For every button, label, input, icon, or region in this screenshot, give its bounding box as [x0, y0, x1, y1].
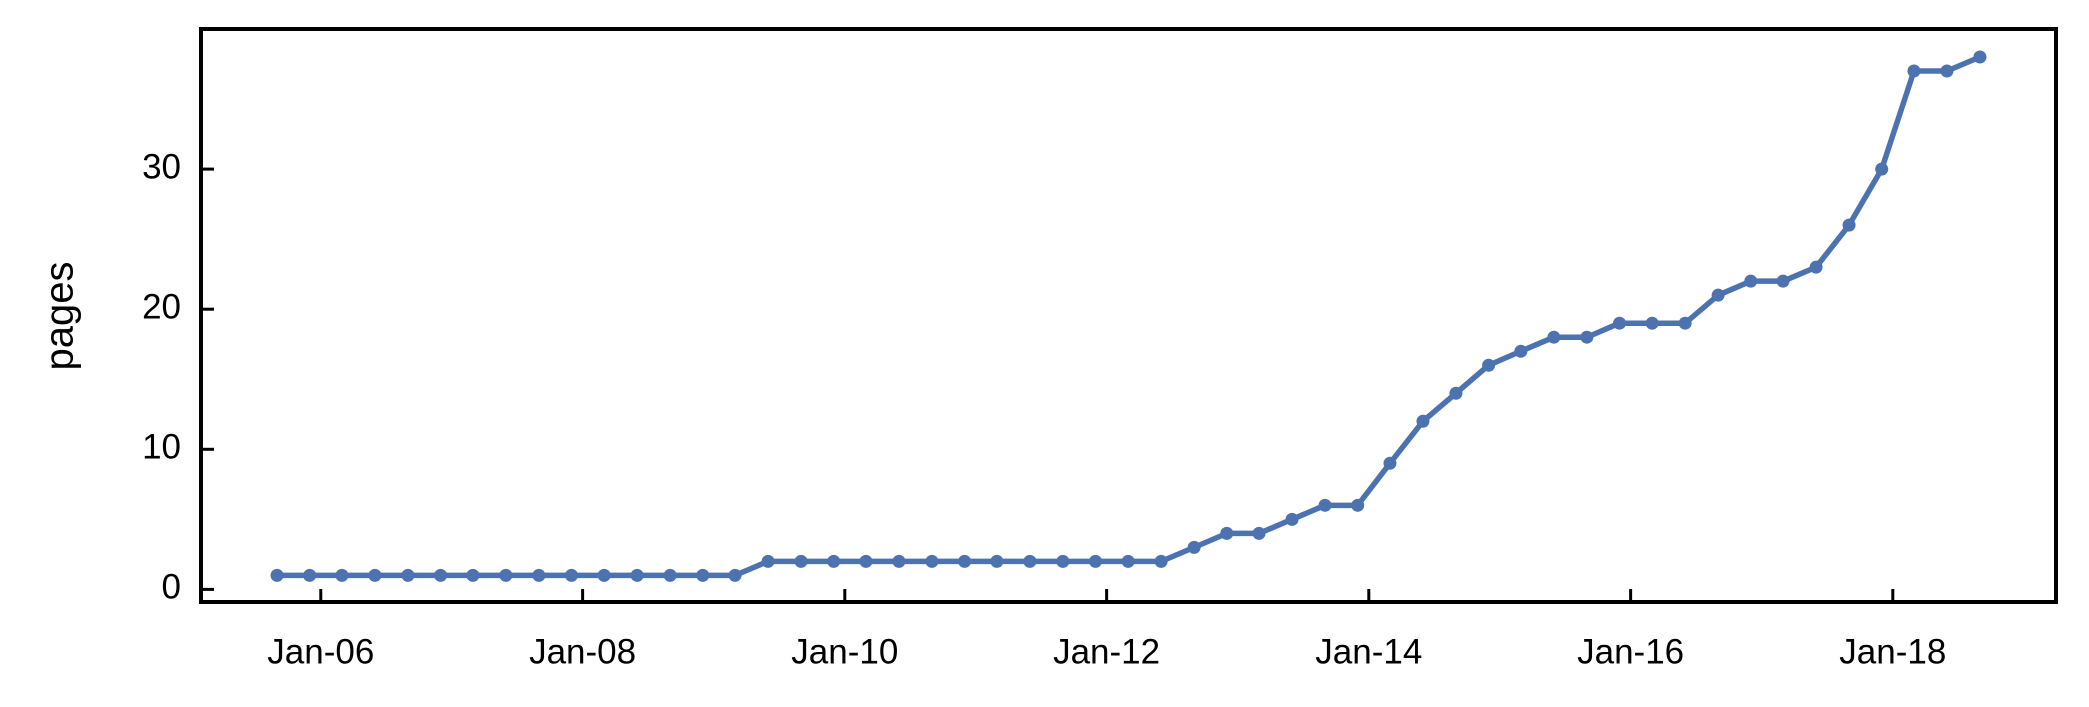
data-point [434, 568, 448, 582]
data-point [1645, 316, 1659, 330]
y-tick-label: 0 [162, 568, 181, 607]
y-tick-label: 20 [142, 287, 181, 326]
y-tick-label: 30 [142, 147, 181, 186]
data-point [1875, 162, 1889, 176]
data-point [630, 568, 644, 582]
data-point [1809, 260, 1823, 274]
x-tick-label: Jan-06 [267, 632, 374, 671]
x-tick-label: Jan-18 [1839, 632, 1946, 671]
data-point [401, 568, 415, 582]
data-point [368, 568, 382, 582]
data-point [564, 568, 578, 582]
data-point [466, 568, 480, 582]
data-point [303, 568, 317, 582]
data-point [335, 568, 349, 582]
x-tick-label: Jan-12 [1053, 632, 1160, 671]
plot-frame [199, 27, 2058, 604]
data-point [1907, 64, 1921, 78]
data-point [892, 554, 906, 568]
x-tick-label: Jan-10 [791, 632, 898, 671]
data-point [1613, 316, 1627, 330]
x-tick-label: Jan-14 [1315, 632, 1422, 671]
data-point [499, 568, 513, 582]
data-point [270, 568, 284, 582]
data-point [1285, 512, 1299, 526]
data-point [1711, 288, 1725, 302]
data-point [1449, 386, 1463, 400]
data-line [277, 54, 1982, 579]
x-tick-label: Jan-08 [529, 632, 636, 671]
data-point [1318, 498, 1332, 512]
data-point [1252, 526, 1266, 540]
data-point [958, 554, 972, 568]
data-point [696, 568, 710, 582]
data-point [1482, 358, 1496, 372]
data-point [597, 568, 611, 582]
data-point [1351, 498, 1365, 512]
data-point [859, 554, 873, 568]
data-point [761, 554, 775, 568]
data-point [1383, 456, 1397, 470]
data-point [1121, 554, 1135, 568]
data-point [1744, 274, 1758, 288]
data-point [827, 554, 841, 568]
data-point [1154, 554, 1168, 568]
data-point [1220, 526, 1234, 540]
data-point [1089, 554, 1103, 568]
y-tick-label: 10 [142, 428, 181, 467]
data-point [925, 554, 939, 568]
data-point [1416, 414, 1430, 428]
data-point [794, 554, 808, 568]
data-point [1973, 50, 1987, 64]
data-point [1842, 218, 1856, 232]
data-point [1514, 344, 1528, 358]
y-axis-label: pages [38, 262, 82, 371]
data-point [1678, 316, 1692, 330]
data-point [1056, 554, 1070, 568]
data-point [990, 554, 1004, 568]
data-point [1187, 540, 1201, 554]
data-point [1023, 554, 1037, 568]
x-tick-label: Jan-16 [1577, 632, 1684, 671]
data-point [1580, 330, 1594, 344]
data-point [663, 568, 677, 582]
data-point [1940, 64, 1954, 78]
data-point [1547, 330, 1561, 344]
data-point [728, 568, 742, 582]
data-point [532, 568, 546, 582]
data-point [1776, 274, 1790, 288]
